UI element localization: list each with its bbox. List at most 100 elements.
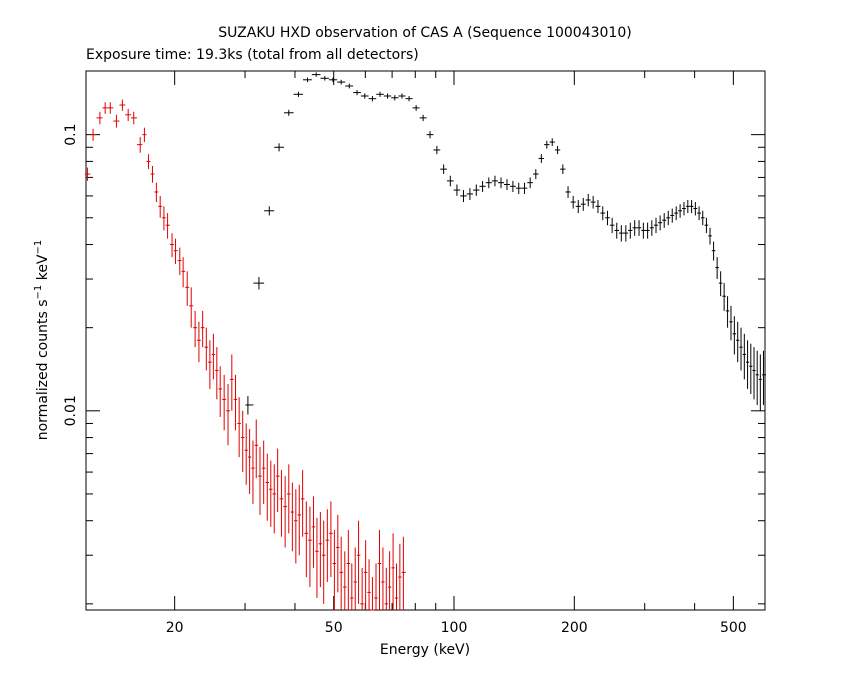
y-axis-label-main: normalized counts s [35,299,51,440]
data-point [745,340,750,389]
data-point [623,225,629,242]
data-point [318,512,323,588]
data-point [544,140,550,149]
data-point [460,190,467,203]
data-point [405,96,413,102]
data-point [339,536,343,610]
data-point [311,72,321,77]
data-point [752,347,756,400]
data-point [670,208,675,223]
data-point [722,283,726,311]
data-point [609,217,615,234]
data-point [290,482,295,552]
data-point [274,143,284,152]
data-point [300,470,305,537]
data-point [269,460,273,527]
data-point [353,547,357,610]
data-point [700,210,705,226]
data-point [368,96,377,102]
data-point [119,99,126,111]
data-point [302,77,312,83]
data-point [370,577,375,611]
data-point [240,410,245,473]
data-point [189,287,194,328]
data-point [666,210,671,226]
data-point [107,102,114,114]
data-point [158,195,163,218]
data-point [193,310,198,348]
data-point [739,327,743,371]
data-point [653,217,659,234]
data-point [308,506,312,588]
data-point [254,419,259,479]
data-point [181,257,186,288]
data-point [272,464,276,534]
data-point [130,111,137,125]
data-point [509,180,516,192]
data-point [329,501,333,578]
data-point [222,374,227,431]
data-point [218,366,223,417]
data-point [401,536,406,610]
y-axis-label-exp2: −1 [33,240,44,255]
data-point [376,91,384,97]
axis-ticks: 20 50 100 200 500 0.1 0.01 [63,71,766,636]
data-point [636,220,642,236]
data-point [208,340,212,389]
data-point [605,210,610,226]
data-point [565,186,571,198]
data-point [497,177,505,189]
x-tick-label: 100 [441,620,468,636]
data-point [283,109,294,116]
x-tick-label: 500 [720,620,747,636]
data-point [682,202,686,216]
data-point [532,169,539,180]
data-point [732,316,737,355]
data-point [165,213,170,239]
data-point [237,397,241,458]
data-point [384,567,388,610]
data-point [265,453,270,521]
data-point [412,105,420,111]
data-point [177,247,182,276]
data-point [729,305,733,341]
data-point [381,547,385,610]
data-point [708,227,712,245]
data-point [360,567,364,610]
data-point [419,114,427,122]
data-point [685,199,690,214]
data-point [715,257,719,280]
y-axis-label: normalized counts s−1 keV−1 [33,240,51,441]
data-point [749,343,753,395]
data-point [693,202,698,216]
data-point [554,145,561,155]
data-point [575,199,581,214]
data-point [342,551,347,610]
data-point [632,220,637,236]
data-point [374,563,378,610]
data-point [229,354,234,411]
data-point [689,199,694,214]
data-point [504,179,510,191]
data-point [645,222,650,239]
data-point [391,533,395,610]
data-point [758,354,762,411]
data-point [466,188,474,200]
x-axis-label: Energy (keV) [380,642,470,658]
y-tick-label: 0.1 [63,124,79,146]
data-point [742,333,746,380]
plot-frame [85,70,766,611]
data-point [275,448,280,513]
data-point [614,222,620,239]
data-point [649,220,654,236]
data-point [146,154,151,170]
data-point [315,517,319,598]
x-tick-label: 50 [325,620,343,636]
data-point [383,93,392,99]
data-point [279,470,284,537]
data-point [162,206,166,231]
data-point [662,213,667,228]
series-black [245,72,767,415]
data-point [473,184,480,196]
